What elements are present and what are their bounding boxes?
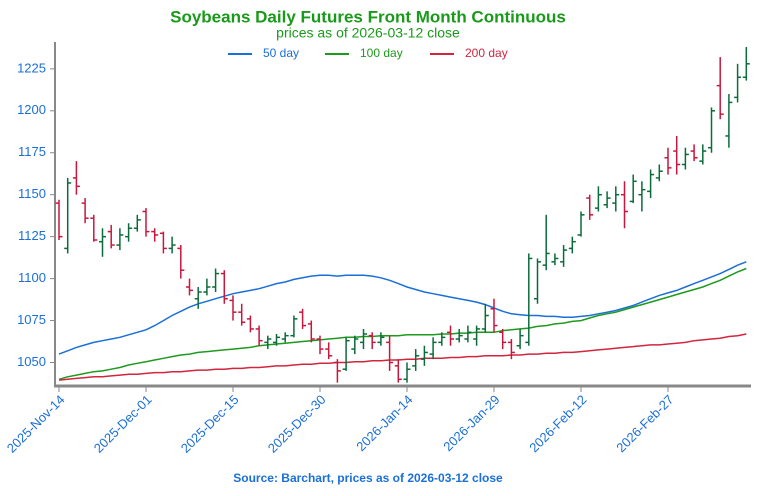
y-tick-label: 1050: [17, 354, 46, 369]
y-tick-label: 1150: [18, 186, 46, 201]
x-tick-label: 2025-Dec-30: [265, 392, 329, 456]
x-tick-label: 2025-Dec-15: [178, 392, 242, 456]
x-tick-label: 2025-Dec-01: [91, 392, 155, 456]
moving-average-line: [58, 267, 747, 381]
legend-label: 200 day: [465, 46, 508, 60]
y-tick-label: 1225: [17, 60, 46, 75]
x-tick-label: 2025-Nov-14: [4, 392, 68, 456]
moving-average-line: [58, 261, 747, 355]
x-tick-label: 2026-Feb-27: [613, 392, 676, 455]
y-tick-label: 1200: [17, 102, 46, 117]
chart-subtitle: prices as of 2026-03-12 close: [276, 25, 460, 41]
x-tick-label: 2026-Jan-29: [440, 392, 502, 454]
y-tick-label: 1125: [18, 228, 46, 243]
y-tick-label: 1075: [17, 312, 46, 327]
moving-average-line: [58, 333, 747, 381]
y-tick-label: 1175: [18, 144, 46, 159]
source-note: Source: Barchart, prices as of 2026-03-1…: [233, 471, 503, 485]
chart-title: Soybeans Daily Futures Front Month Conti…: [170, 7, 566, 26]
y-tick-label: 1100: [18, 270, 46, 285]
legend-label: 50 day: [263, 46, 299, 60]
x-tick-label: 2026-Feb-12: [526, 392, 589, 455]
x-tick-label: 2026-Jan-14: [353, 392, 415, 454]
legend-label: 100 day: [360, 46, 403, 60]
